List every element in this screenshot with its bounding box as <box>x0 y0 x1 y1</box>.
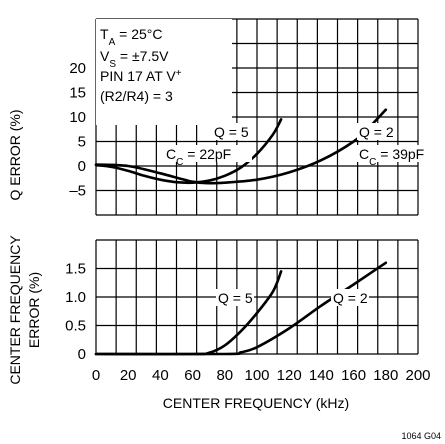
top-cc39-label: CC = 39pF <box>359 146 424 168</box>
top-panel-y-axis-title: Q ERROR (%) <box>7 110 23 201</box>
x-tick-label: 20 <box>120 367 137 384</box>
top-q2-label-background <box>357 123 391 140</box>
x-tick-label: 80 <box>216 367 233 384</box>
bottom-y-tick-label: 0 <box>78 346 86 363</box>
condition-pin17-text: PIN 17 AT V+ <box>100 68 182 85</box>
top-cc39-text: CC = 39pF <box>359 146 424 168</box>
x-tick-label: 120 <box>277 367 302 384</box>
top-q5-label-background <box>212 123 246 140</box>
x-tick-labels: 0 20 40 60 80 100 120 140 160 180 200 <box>92 367 431 384</box>
top-q2-curve <box>94 108 388 185</box>
figure-code: 1064 G04 <box>401 431 441 441</box>
bottom-q2-curve <box>94 261 388 356</box>
bottom-panel-series <box>94 261 388 356</box>
top-cc39-label-background <box>357 145 435 162</box>
x-tick-label: 180 <box>373 367 398 384</box>
bottom-q5-label-background <box>216 289 254 306</box>
x-tick-label: 0 <box>92 367 100 384</box>
top-cc22-label-background <box>164 145 252 162</box>
x-tick-label: 40 <box>152 367 169 384</box>
top-y-tick-label: 5 <box>78 134 86 151</box>
super-script: + <box>176 68 182 79</box>
top-cc22-label: CC = 22pF <box>166 146 231 168</box>
top-panel-y-tick-labels: 20 15 10 5 0 –5 <box>69 60 86 200</box>
top-q5-label: Q = 5 <box>214 124 249 140</box>
top-y-tick-label: 10 <box>69 109 86 126</box>
sub-script: A <box>109 37 116 48</box>
x-tick-label: 100 <box>244 367 269 384</box>
bottom-panel-y-axis-title-line1: CENTER FREQUENCY <box>7 235 23 385</box>
bottom-panel-y-tick-labels: 1.5 1.0 0.5 0 <box>65 261 86 364</box>
x-tick-label: 200 <box>405 367 430 384</box>
x-tick-label: 140 <box>309 367 334 384</box>
x-axis-title: CENTER FREQUENCY (kHz) <box>163 395 349 411</box>
top-panel-series <box>94 108 388 185</box>
bottom-q2-label: Q = 2 <box>333 290 368 306</box>
sub-script: C <box>176 157 183 168</box>
bottom-q5-label: Q = 5 <box>218 290 253 306</box>
bottom-q2-label-background <box>331 289 369 306</box>
sub-script: S <box>109 59 116 70</box>
bottom-y-tick-label: 0.5 <box>65 318 86 335</box>
x-tick-label: 160 <box>341 367 366 384</box>
bottom-panel-y-axis-title-line2: ERROR (%) <box>26 272 42 348</box>
bottom-y-tick-label: 1.5 <box>65 261 86 278</box>
top-y-tick-label: 20 <box>69 60 86 77</box>
top-cc22-text: CC = 22pF <box>166 146 231 168</box>
top-q2-label: Q = 2 <box>359 124 394 140</box>
top-y-tick-label: 15 <box>69 85 86 102</box>
bottom-y-tick-label: 1.0 <box>65 289 86 306</box>
sub-script: C <box>369 157 376 168</box>
conditions-label-background <box>96 19 232 125</box>
bottom-panel-grid <box>95 239 419 355</box>
condition-pin17: PIN 17 AT V+ <box>100 68 182 85</box>
top-y-tick-label: –5 <box>69 183 86 200</box>
top-y-tick-label: 0 <box>78 158 86 175</box>
bottom-q5-curve <box>94 270 283 356</box>
x-tick-label: 60 <box>184 367 201 384</box>
condition-ratio: (R2/R4) = 3 <box>100 88 173 104</box>
